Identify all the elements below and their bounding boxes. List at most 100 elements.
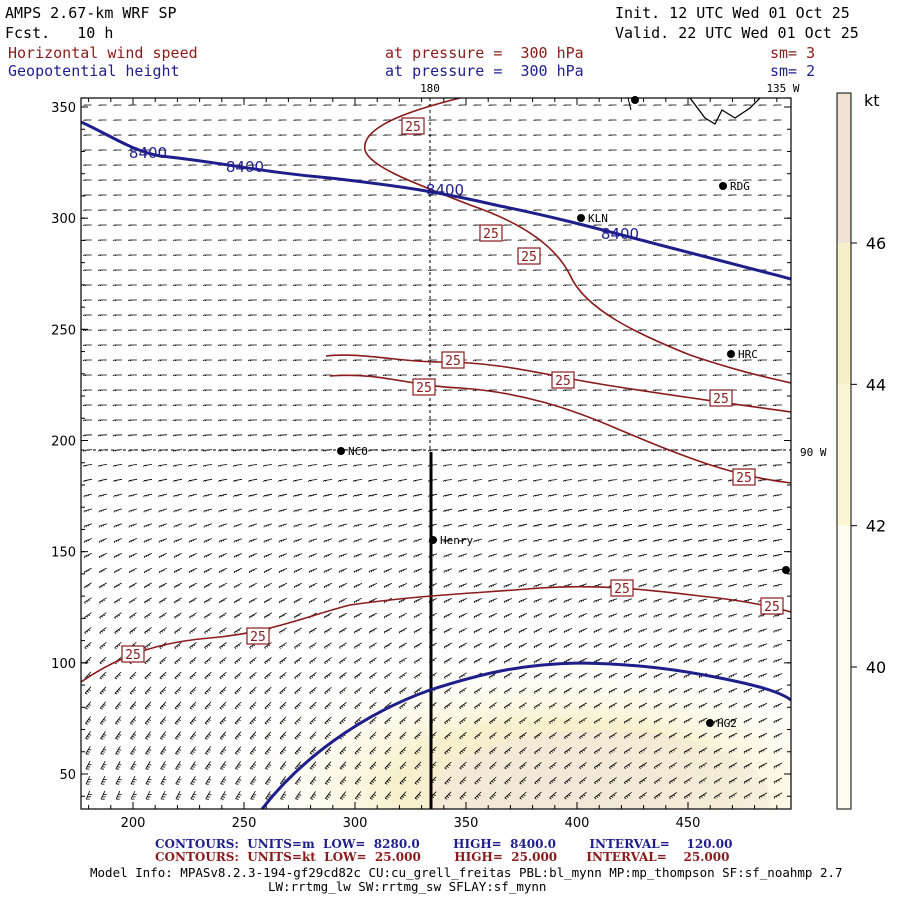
wind-barb [712,314,722,317]
wind-barb [262,344,272,347]
wind-barb [143,523,153,528]
wind-barb [384,716,392,725]
wind-barb [114,701,122,710]
wind-barb [487,419,497,422]
wind-barb [772,344,782,347]
colorbar-tick-label: 40 [866,658,886,677]
wind-barb [653,523,663,528]
wind-barb [217,299,227,302]
wind-barb [743,792,753,800]
wind-barb [667,329,677,332]
wind-barb [473,164,482,166]
wind-barb [278,597,287,604]
wind-barb [534,791,542,800]
wind-barb [639,792,647,800]
wind-barb [353,553,363,558]
wind-barb [502,329,512,332]
wind-barb [247,314,257,317]
wind-barb [487,374,497,377]
wind-barb [398,642,407,649]
wind-barb [338,194,347,196]
wind-barb [592,314,602,317]
wind-barb [143,538,153,543]
wind-barb [113,464,123,467]
wind-barb [518,119,527,121]
wind-barb [578,149,587,151]
wind-contour-label-box [479,224,503,242]
wind-barb [623,119,632,121]
wind-barb [518,702,527,709]
wind-barb [488,508,498,513]
wind-barb [504,761,512,770]
wind-barb [697,329,707,332]
wind-barb [262,419,272,422]
wind-barb [622,254,632,257]
wind-barb [233,508,243,513]
wind-barb [160,761,167,770]
wind-barb [353,583,363,589]
wind-barb [532,284,542,287]
wind-barb [205,790,212,800]
wind-barb [353,164,362,166]
wind-barb [459,776,467,785]
wind-barb [773,164,782,166]
wind-barb [623,687,633,694]
wind-barb [773,643,783,648]
wind-barb [399,731,407,740]
wind-barb [114,716,122,725]
wind-barb [232,299,242,302]
wind-barb [384,746,392,755]
wind-barb [473,179,482,181]
wind-barb [698,568,708,573]
wind-barb [578,523,588,528]
wind-barb [98,493,107,498]
wind-barb [577,389,587,392]
wind-barb [668,628,678,633]
wind-barb [727,494,738,497]
wind-barb [608,194,617,196]
wind-barb [652,404,662,407]
wind-barb [638,553,648,558]
wind-barb [129,686,137,695]
wind-barb [263,568,272,574]
wind-barb [247,374,257,377]
wind-barb [399,791,407,800]
wind-barb [487,254,497,257]
wind-barb [504,702,512,709]
wind-barb [219,627,227,634]
wind-barb [728,119,737,121]
wind-barb [337,299,347,302]
wind-barb [188,149,197,151]
wind-barb [698,119,707,121]
wind-barb [383,179,392,181]
wind-barb [563,104,572,106]
wind-barb [187,209,197,212]
wind-barb [220,790,227,800]
wind-barb [652,314,662,317]
height-contours [81,120,791,809]
wind-barb [414,731,422,740]
wind-barb [233,194,242,196]
wind-barb [292,239,302,242]
wind-barb [187,374,197,377]
wind-barb [532,299,542,302]
wind-barb [427,254,437,257]
wind-barb [172,389,182,392]
wind-barb [682,224,692,227]
wind-barb [112,434,123,437]
wind-barb [578,628,588,634]
wind-barb [143,104,152,106]
wind-barb [250,776,257,785]
wind-barb [713,717,723,724]
wind-barb [518,538,528,543]
wind-barb [562,254,572,257]
wind-barb [337,314,347,317]
wind-barb [532,314,542,317]
wind-barb [294,746,302,755]
wind-barb [622,284,632,287]
wind-barb [97,404,107,407]
wind-barb [743,149,752,151]
wind-barb [488,657,497,664]
wind-barb [277,344,287,347]
wind-barb [337,254,347,257]
